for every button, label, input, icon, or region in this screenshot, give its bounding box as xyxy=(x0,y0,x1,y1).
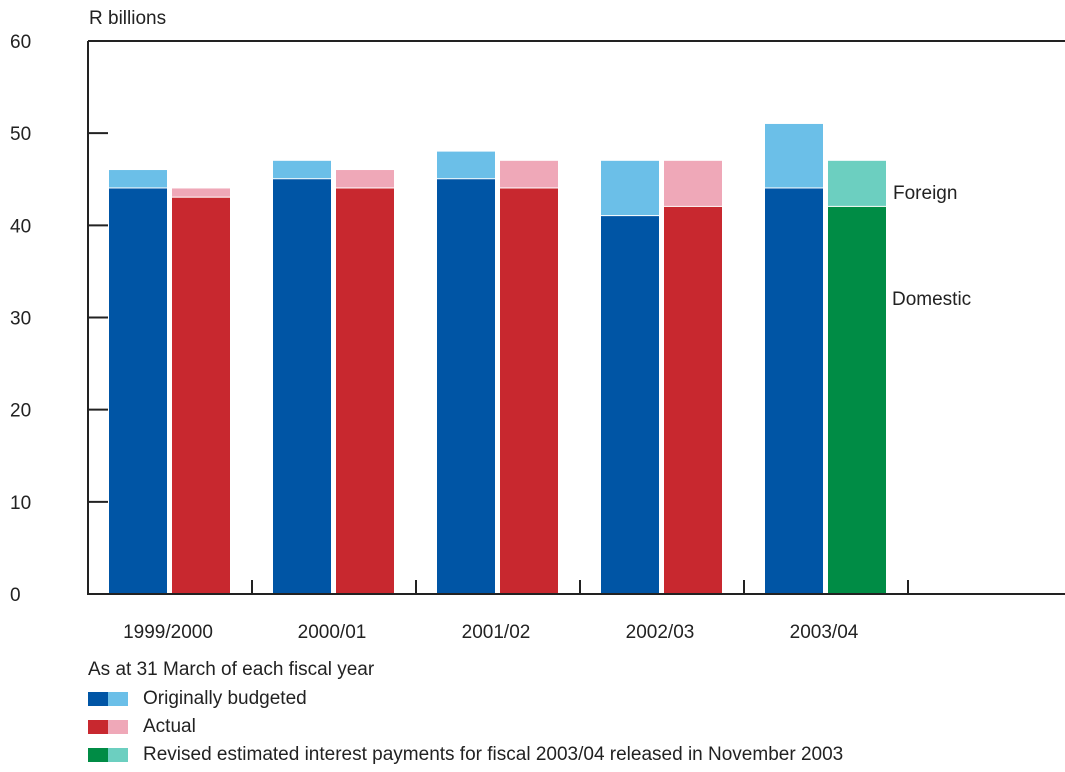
bar-domestic xyxy=(664,206,722,594)
bar-chart: R billions 0 10 20 30 40 50 60 1999/2000 2000/0… xyxy=(10,8,1065,643)
bar-foreign xyxy=(437,151,495,179)
bar-series xyxy=(109,123,886,594)
bar-domestic xyxy=(273,179,331,594)
bar-foreign xyxy=(664,160,722,206)
legend-swatch-color xyxy=(88,692,108,706)
legend-label: Actual xyxy=(143,716,196,737)
legend-swatch-color xyxy=(108,720,128,734)
x-tick-label: 2002/03 xyxy=(626,622,695,643)
axes-frame xyxy=(87,40,1065,595)
bar-foreign xyxy=(336,170,394,188)
y-tick-label: 40 xyxy=(10,216,31,237)
bar-domestic xyxy=(109,188,167,594)
bar-domestic xyxy=(601,216,659,594)
y-tick-label: 0 xyxy=(10,585,21,606)
y-tick-label: 20 xyxy=(10,401,31,422)
bar-foreign xyxy=(273,160,331,179)
y-tick-label: 30 xyxy=(10,309,31,330)
legend-swatch-color xyxy=(108,692,128,706)
bar-domestic xyxy=(172,197,230,594)
bar-foreign xyxy=(828,160,886,206)
legend-swatch-color xyxy=(88,720,108,734)
bar-domestic xyxy=(336,188,394,594)
legend-item: Actual xyxy=(88,713,843,741)
bar-foreign xyxy=(172,188,230,197)
x-axis-caption: As at 31 March of each fiscal year xyxy=(88,659,375,680)
legend-items: Originally budgeted Actual Revised estimat… xyxy=(88,685,843,769)
bar-domestic xyxy=(765,188,823,594)
legend-item: Originally budgeted xyxy=(88,685,843,713)
y-axis-ticks: 0 10 20 30 40 50 60 xyxy=(10,32,108,606)
y-axis-label: R billions xyxy=(89,8,166,29)
x-tick-label: 2001/02 xyxy=(462,622,531,643)
y-tick-label: 60 xyxy=(10,32,31,53)
legend-swatch xyxy=(88,692,128,706)
legend-item: Revised estimated interest payments for … xyxy=(88,741,843,769)
legend-swatch-color xyxy=(88,748,108,762)
bar-foreign xyxy=(601,160,659,216)
legend-label: Originally budgeted xyxy=(143,688,307,709)
x-tick-label: 1999/2000 xyxy=(123,622,213,643)
x-tick-label: 2000/01 xyxy=(298,622,367,643)
legend: As at 31 March of each fiscal year Origi… xyxy=(88,656,843,769)
domestic-annotation: Domestic xyxy=(892,289,971,310)
y-tick-label: 10 xyxy=(10,493,31,514)
legend-swatch-color xyxy=(108,748,128,762)
legend-swatch xyxy=(88,720,128,734)
bar-foreign xyxy=(765,123,823,188)
x-axis-ticks: 1999/2000 2000/01 2001/02 2002/03 2003/04 xyxy=(87,580,909,643)
legend-label: Revised estimated interest payments for … xyxy=(143,744,844,765)
y-tick-label: 50 xyxy=(10,124,31,145)
bar-foreign xyxy=(500,160,558,188)
bar-domestic xyxy=(437,179,495,594)
bar-foreign xyxy=(109,170,167,188)
legend-swatch xyxy=(88,748,128,762)
bar-domestic xyxy=(500,188,558,594)
foreign-annotation: Foreign xyxy=(893,183,957,204)
bar-domestic xyxy=(828,206,886,594)
x-tick-label: 2003/04 xyxy=(790,622,859,643)
